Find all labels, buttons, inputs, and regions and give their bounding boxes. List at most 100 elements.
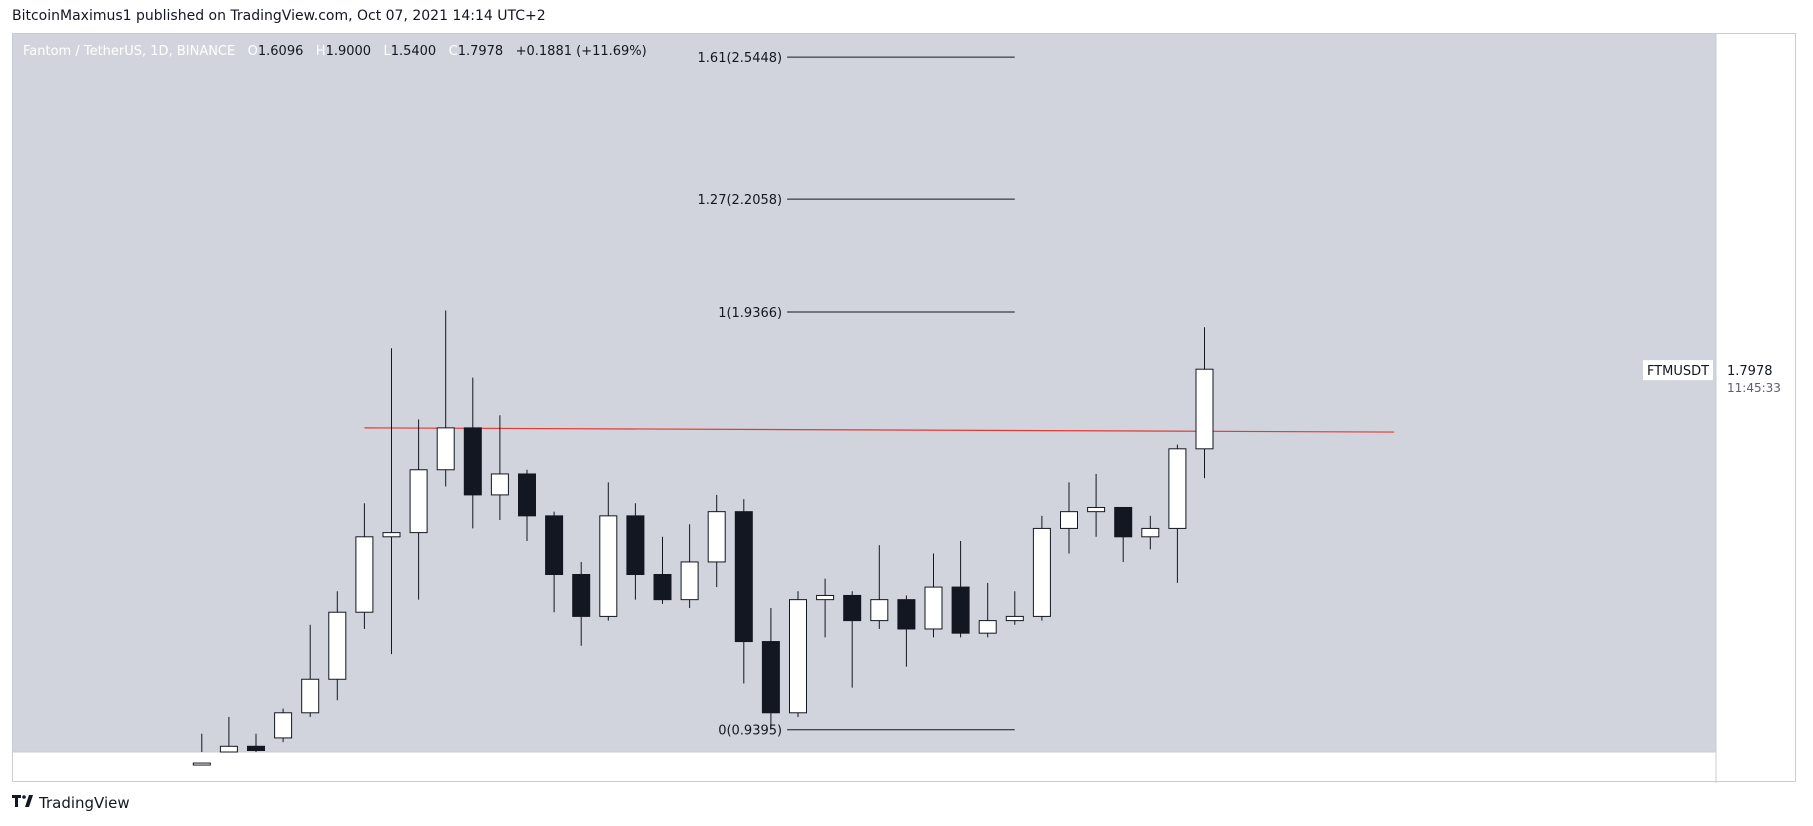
candle[interactable]	[490, 415, 509, 521]
x-tick-label: 6	[387, 759, 395, 774]
candle[interactable]	[572, 561, 591, 646]
candle[interactable]	[192, 733, 211, 766]
candle[interactable]	[816, 578, 835, 638]
price-tag-symbol: FTMUSDT	[1647, 364, 1709, 379]
y-tick-label: 2.6000	[1726, 34, 1772, 42]
footer-brand: TradingView	[39, 794, 130, 812]
fib-level-label: 1.61(2.5448)	[698, 51, 783, 66]
x-tick-label: 27	[952, 759, 969, 774]
candle-body	[626, 515, 645, 576]
candle-body	[1195, 368, 1214, 450]
x-tick-label: Oct	[1057, 759, 1082, 774]
candle-body	[978, 620, 997, 634]
candle-body	[1060, 511, 1078, 529]
candle-body	[328, 611, 347, 680]
candle[interactable]	[1087, 473, 1106, 537]
candle[interactable]	[409, 419, 428, 600]
candle[interactable]	[1114, 506, 1133, 562]
candle[interactable]	[870, 545, 889, 629]
y-tick-label: 1.2000	[1726, 614, 1772, 629]
candle[interactable]	[328, 591, 347, 701]
candle[interactable]	[518, 469, 536, 541]
candle[interactable]	[1005, 591, 1024, 625]
symbol-legend: Fantom / TetherUS, 1D, BINANCE O1.6096 H…	[23, 44, 647, 59]
x-tick-label: 13	[573, 759, 590, 774]
candle-body	[274, 712, 293, 739]
candle[interactable]	[247, 733, 265, 752]
legend-change: +0.1881 (+11.69%)	[515, 44, 647, 59]
y-tick-label: 1.7000	[1726, 404, 1772, 419]
candle[interactable]	[599, 482, 618, 621]
candle[interactable]	[978, 582, 997, 638]
y-tick-label: 1.6000	[1726, 446, 1772, 461]
candle[interactable]	[951, 540, 970, 638]
candle[interactable]	[274, 708, 293, 743]
price-tag-countdown: 11:45:33	[1727, 381, 1781, 395]
candle[interactable]	[843, 591, 862, 688]
candle-body	[789, 599, 807, 714]
candle-body	[1032, 527, 1051, 617]
fib-level-label: 1(1.9366)	[718, 306, 782, 321]
candle[interactable]	[355, 503, 374, 629]
candle-body	[219, 745, 238, 753]
chart-svg[interactable]: 1.61(2.5448) 1.27(2.2058) 1(1.9366) 0(0.939…	[13, 34, 1797, 783]
candle-body	[897, 599, 916, 630]
y-tick-label: 2.2000	[1726, 195, 1772, 210]
y-tick-label: 1.4000	[1726, 530, 1772, 545]
tradingview-logo[interactable]: TradingView	[12, 794, 130, 812]
candle[interactable]	[1032, 515, 1051, 621]
legend-symbol: Fantom / TetherUS, 1D, BINANCE	[23, 44, 236, 59]
candle[interactable]	[463, 377, 482, 529]
fib-level-label: 1.27(2.2058)	[698, 193, 783, 208]
candle[interactable]	[761, 608, 780, 730]
candle-body	[816, 594, 835, 601]
candle[interactable]	[734, 499, 753, 684]
candle-body	[436, 427, 455, 471]
legend-low-value: 1.5400	[390, 44, 437, 59]
y-tick-label: 1.9000	[1726, 320, 1772, 335]
y-tick-label: 1.5000	[1726, 488, 1772, 503]
candle-body	[707, 511, 726, 563]
candle-body	[1114, 506, 1133, 538]
candle[interactable]	[1060, 482, 1078, 554]
candle[interactable]	[1168, 444, 1187, 583]
candle[interactable]	[219, 716, 238, 753]
candle[interactable]	[653, 536, 672, 604]
candle[interactable]	[924, 553, 943, 638]
candle[interactable]	[1195, 327, 1214, 479]
x-tick-label: 20	[763, 759, 780, 774]
candle[interactable]	[789, 591, 807, 717]
candle[interactable]	[626, 503, 645, 600]
candle[interactable]	[707, 494, 726, 588]
candle-body	[653, 574, 672, 601]
y-tick-label: 1.1000	[1726, 656, 1772, 671]
legend-low-key: L	[383, 44, 391, 59]
candle[interactable]	[436, 310, 455, 487]
candle-body	[409, 469, 428, 534]
candle[interactable]	[680, 524, 699, 609]
candle-body	[490, 473, 509, 496]
y-tick-label: 2.0000	[1726, 278, 1772, 293]
candle[interactable]	[382, 348, 401, 655]
candle[interactable]	[897, 595, 916, 667]
legend-high-value: 1.9000	[325, 44, 372, 59]
tradingview-logo-icon	[12, 795, 34, 811]
candle-body	[382, 532, 401, 538]
candle[interactable]	[1141, 515, 1160, 550]
chart-frame[interactable]: 1.61(2.5448) 1.27(2.2058) 1(1.9366) 0(0.939…	[12, 33, 1797, 783]
y-tick-label: 2.3000	[1726, 153, 1772, 168]
x-tick-label: 27	[112, 759, 129, 774]
candle-body	[734, 511, 753, 643]
y-tick-label: 2.1000	[1726, 237, 1772, 252]
resistance-line[interactable]	[364, 427, 1395, 433]
candle[interactable]	[545, 511, 564, 613]
candle-body	[1005, 615, 1024, 622]
price-tag-symbol-bg	[1643, 360, 1713, 381]
candle-body	[301, 678, 320, 714]
candle-body	[355, 536, 374, 613]
candle[interactable]	[301, 624, 320, 717]
candle-body	[680, 561, 699, 601]
candle-body	[599, 515, 618, 617]
candle-body	[463, 427, 482, 496]
legend-close-value: 1.7978	[457, 44, 504, 59]
